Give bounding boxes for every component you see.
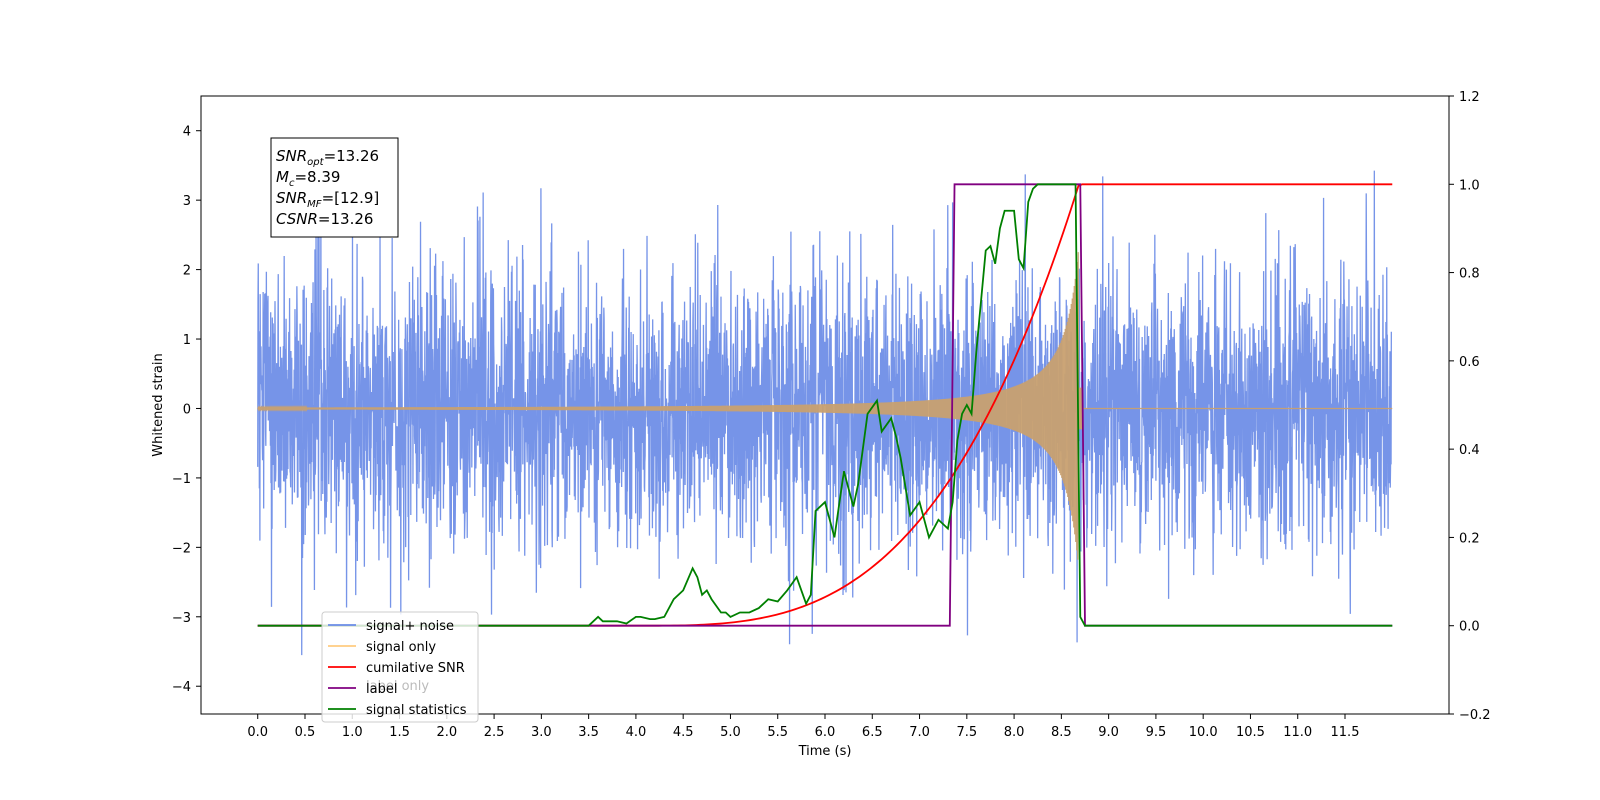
y2-tick-label: 1.2 bbox=[1459, 90, 1480, 105]
x-axis: 0.0 0.5 1.0 1.5 2.0 2.5 3.0 3.5 4.0 4.5 5.0 5.5 6.0 6… bbox=[247, 714, 1359, 740]
x-tick-label: 3.5 bbox=[578, 725, 599, 740]
legend-entry-label: signal+ noise bbox=[366, 619, 454, 634]
x-tick-label: 1.5 bbox=[389, 725, 410, 740]
y2-tick-label: −0.2 bbox=[1459, 708, 1491, 723]
x-tick-label: 9.5 bbox=[1146, 725, 1167, 740]
legend-entry-label: signal statistics bbox=[366, 703, 467, 718]
x-tick-label: 8.0 bbox=[1004, 725, 1025, 740]
x-axis-label: Time (s) bbox=[798, 744, 852, 759]
stats-annotation-box: SNRopt=13.26Mc=8.39SNRMF=[12.9]CSNR=13.2… bbox=[270, 137, 399, 238]
x-tick-label: 5.5 bbox=[767, 725, 788, 740]
y-tick-label: 3 bbox=[183, 194, 191, 209]
x-tick-label: 9.0 bbox=[1098, 725, 1119, 740]
legend-entry-label: label bbox=[366, 682, 397, 697]
x-tick-label: 0.5 bbox=[295, 725, 316, 740]
legend: label only signal+ noise signal only cumila… bbox=[321, 611, 479, 723]
x-tick-label: 0.0 bbox=[247, 725, 268, 740]
x-tick-label: 10.5 bbox=[1236, 725, 1265, 740]
y2-tick-label: 1.0 bbox=[1459, 178, 1480, 193]
x-tick-label: 11.0 bbox=[1283, 725, 1312, 740]
y2-tick-label: 0.4 bbox=[1459, 443, 1480, 458]
x-tick-label: 6.0 bbox=[815, 725, 836, 740]
legend-ghost-text: label only bbox=[366, 679, 429, 694]
x-tick-label: 7.0 bbox=[909, 725, 930, 740]
y-tick-label: 2 bbox=[183, 264, 191, 279]
x-tick-label: 2.5 bbox=[484, 725, 505, 740]
x-tick-label: 1.0 bbox=[342, 725, 363, 740]
x-tick-label: 11.5 bbox=[1331, 725, 1360, 740]
y-tick-label: −1 bbox=[172, 472, 191, 487]
y-axis-right: −0.2 0.0 0.2 0.4 0.6 0.8 1.0 1.2 bbox=[1449, 90, 1491, 723]
x-tick-label: 7.5 bbox=[956, 725, 977, 740]
y2-tick-label: 0.6 bbox=[1459, 355, 1480, 370]
annotation-line: Mc=8.39 bbox=[276, 168, 340, 189]
x-tick-label: 5.0 bbox=[720, 725, 741, 740]
x-tick-label: 4.5 bbox=[673, 725, 694, 740]
legend-entry-label: signal only bbox=[366, 640, 436, 655]
x-tick-label: 2.0 bbox=[436, 725, 457, 740]
x-tick-label: 4.0 bbox=[626, 725, 647, 740]
x-tick-label: 6.5 bbox=[862, 725, 883, 740]
plot-area: 0.0 0.5 1.0 1.5 2.0 2.5 3.0 3.5 4.0 4.5 5.0 5.5 6.0 6… bbox=[151, 90, 1491, 759]
y-tick-label: 0 bbox=[183, 402, 191, 417]
y-tick-label: 1 bbox=[183, 333, 191, 348]
y2-tick-label: 0.0 bbox=[1459, 620, 1480, 635]
annotation-line: CSNR=13.26 bbox=[276, 210, 373, 228]
y2-tick-label: 0.8 bbox=[1459, 267, 1480, 282]
y-axis-left: −4 −3 −2 −1 0 1 2 3 4 bbox=[172, 125, 201, 695]
annotation-line: SNRopt=13.26 bbox=[276, 147, 379, 168]
legend-entry-label: cumilative SNR bbox=[366, 661, 465, 676]
y-tick-label: −2 bbox=[172, 541, 191, 556]
y-axis-label: Whitened strain bbox=[151, 353, 166, 456]
series-signal-statistics bbox=[257, 183, 1393, 627]
annotation-box-frame bbox=[270, 137, 399, 238]
annotation-line: SNRMF=[12.9] bbox=[276, 189, 379, 210]
legend-frame bbox=[321, 611, 479, 723]
x-tick-label: 10.0 bbox=[1189, 725, 1218, 740]
y-tick-label: −3 bbox=[172, 611, 191, 626]
y-tick-label: −4 bbox=[172, 680, 191, 695]
series-signal-only bbox=[257, 252, 1393, 560]
x-tick-label: 8.5 bbox=[1051, 725, 1072, 740]
y-tick-label: 4 bbox=[183, 125, 191, 140]
y2-tick-label: 0.2 bbox=[1459, 531, 1480, 546]
x-tick-label: 3.0 bbox=[531, 725, 552, 740]
